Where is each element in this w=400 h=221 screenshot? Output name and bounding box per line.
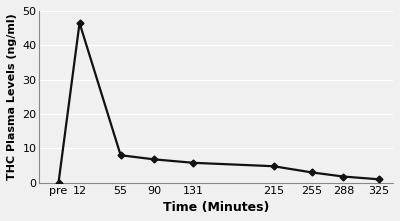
X-axis label: Time (Minutes): Time (Minutes) <box>163 201 270 214</box>
Y-axis label: THC Plasma Levels (ng/ml): THC Plasma Levels (ng/ml) <box>7 13 17 180</box>
